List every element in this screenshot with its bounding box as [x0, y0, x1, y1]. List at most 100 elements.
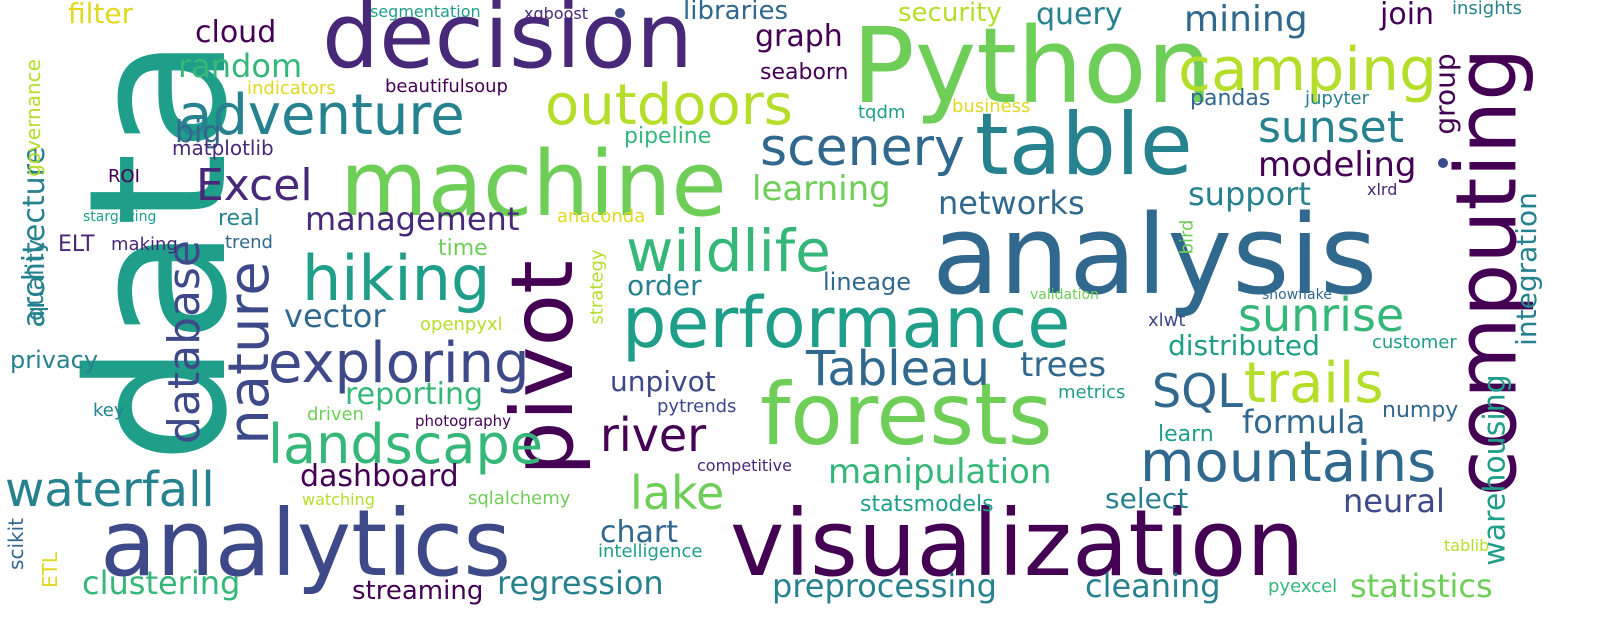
word-validation: validation: [1030, 287, 1099, 303]
word-streaming: streaming: [352, 576, 484, 606]
word-stargazing: stargazing: [83, 209, 157, 225]
word-dashboard: dashboard: [300, 459, 459, 494]
word-forests: forests: [760, 365, 1053, 465]
word-river: river: [600, 408, 707, 462]
word-lineage: lineage: [823, 268, 912, 296]
word-segmentation: segmentation: [370, 2, 481, 21]
word-privacy: privacy: [10, 346, 99, 374]
word-cleaning: cleaning: [1085, 567, 1221, 605]
word-elt: ELT: [58, 232, 95, 257]
word-vector: vector: [284, 297, 386, 335]
word-quality: quality: [21, 238, 50, 322]
word-security: security: [898, 0, 1002, 28]
word-indicators: indicators: [247, 78, 336, 99]
word-scenery: scenery: [760, 118, 965, 178]
word-time: time: [438, 236, 488, 261]
word-metrics: metrics: [1058, 382, 1126, 403]
word-tablib: tablib: [1444, 536, 1490, 555]
word-table: table: [975, 95, 1193, 195]
word-hiking: hiking: [302, 242, 491, 315]
word-analytics: analytics: [100, 490, 512, 597]
dot-mark: [1438, 158, 1448, 168]
word-pipeline: pipeline: [624, 124, 712, 149]
word-adventure: adventure: [178, 83, 465, 148]
word-neural: neural: [1343, 482, 1445, 520]
word-reporting: reporting: [345, 377, 484, 412]
word-seaborn: seaborn: [760, 60, 849, 85]
word-etl: ETL: [38, 552, 62, 588]
word-watching: watching: [302, 490, 375, 509]
word-snowflake: snowflake: [1262, 287, 1332, 303]
word-xlwt: xlwt: [1148, 310, 1186, 331]
word-pyexcel: pyexcel: [1268, 576, 1338, 597]
word-statistics: statistics: [1350, 567, 1493, 605]
word-beautifulsoup: beautifulsoup: [385, 76, 508, 97]
word-mountains: mountains: [1140, 430, 1437, 495]
word-trees: trees: [1020, 345, 1107, 385]
word-trend: trend: [225, 232, 273, 253]
word-wildlife: wildlife: [626, 217, 831, 285]
word-tqdm: tqdm: [858, 102, 906, 123]
word-insights: insights: [1452, 0, 1523, 19]
word-outdoors: outdoors: [545, 73, 793, 138]
word-intelligence: intelligence: [598, 541, 703, 562]
dot-mark: [615, 8, 625, 18]
word-exploring: exploring: [268, 331, 530, 396]
word-sqlalchemy: sqlalchemy: [468, 488, 571, 509]
word-scikit: scikit: [3, 518, 28, 570]
word-libraries: libraries: [683, 0, 789, 26]
word-sunset: sunset: [1258, 102, 1404, 153]
word-analysis: analysis: [932, 191, 1378, 319]
word-management: management: [305, 200, 520, 238]
word-nature: nature: [216, 261, 282, 445]
word-clustering: clustering: [82, 564, 241, 602]
word-excel: Excel: [196, 160, 313, 211]
word-distributed: distributed: [1168, 329, 1320, 362]
word-database: database: [159, 240, 210, 444]
word-matplotlib: matplotlib: [172, 136, 274, 160]
word-openpyxl: openpyxl: [420, 314, 503, 335]
word-pandas: pandas: [1190, 86, 1271, 111]
word-customer: customer: [1372, 332, 1457, 353]
word-governance: governance: [20, 59, 45, 177]
word-numpy: numpy: [1382, 398, 1459, 423]
word-pytrends: pytrends: [657, 396, 737, 417]
word-decision: decision: [322, 0, 693, 89]
word-formula: formula: [1242, 403, 1366, 441]
word-integration: integration: [1509, 192, 1543, 346]
word-making: making: [111, 234, 178, 255]
word-big: big: [175, 115, 222, 150]
word-roi: ROI: [108, 166, 140, 187]
word-lake: lake: [630, 466, 725, 520]
word-competitive: competitive: [697, 456, 792, 475]
word-networks: networks: [938, 184, 1085, 222]
word-real: real: [218, 206, 260, 231]
word-jupyter: jupyter: [1305, 88, 1370, 109]
word-xlrd: xlrd: [1367, 180, 1398, 199]
word-chart: chart: [600, 515, 678, 550]
word-driven: driven: [307, 404, 364, 425]
word-query: query: [1036, 0, 1123, 32]
word-tableau: Tableau: [806, 341, 990, 397]
word-mining: mining: [1184, 0, 1308, 40]
word-trails: trails: [1244, 351, 1384, 416]
word-python: Python: [852, 5, 1213, 127]
word-sunrise: sunrise: [1238, 288, 1405, 342]
word-bird: bird: [1176, 219, 1198, 255]
word-warehousing: warehousing: [1477, 374, 1513, 566]
word-statsmodels: statsmodels: [860, 492, 994, 517]
word-regression: regression: [497, 564, 664, 602]
word-graph: graph: [755, 19, 843, 54]
word-select: select: [1105, 482, 1189, 515]
word-sql: SQL: [1152, 364, 1244, 418]
word-filter: filter: [68, 0, 134, 30]
word-machine: machine: [340, 132, 727, 237]
word-learn: learn: [1158, 422, 1214, 447]
word-manipulation: manipulation: [828, 452, 1052, 492]
word-preprocessing: preprocessing: [772, 567, 997, 605]
word-key: key: [93, 400, 125, 421]
word-strategy: strategy: [586, 249, 608, 325]
word-support: support: [1188, 175, 1311, 213]
word-unpivot: unpivot: [610, 365, 716, 398]
